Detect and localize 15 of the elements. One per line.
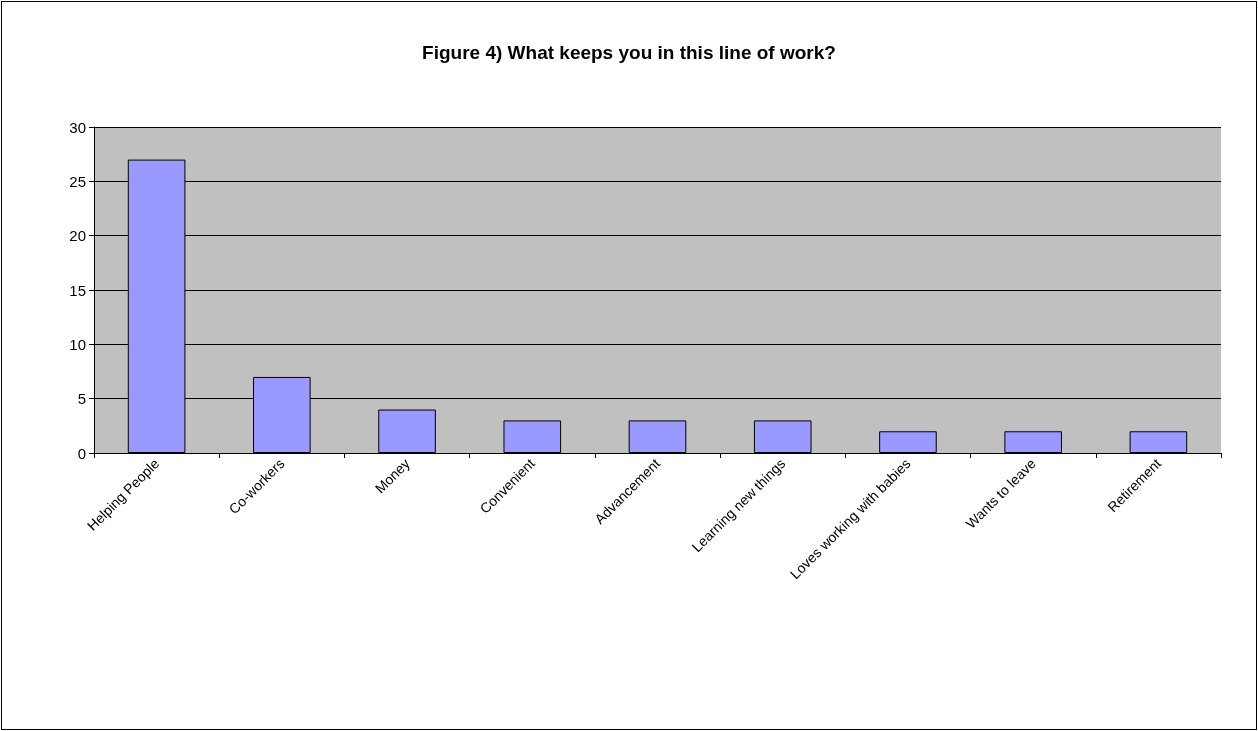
y-tick-label: 10: [69, 335, 86, 353]
bar: [1129, 431, 1188, 453]
chart-title: Figure 4) What keeps you in this line of work?: [422, 42, 836, 63]
bar: [503, 420, 562, 453]
bar: [378, 409, 436, 453]
y-tick-label: 15: [69, 281, 86, 299]
y-tick-label: 30: [69, 118, 86, 136]
y-tick-label: 25: [69, 172, 86, 190]
y-tick-label: 0: [77, 444, 86, 462]
bar: [1004, 431, 1062, 453]
bar: [628, 420, 687, 453]
bar: [753, 420, 812, 453]
bar: [879, 431, 937, 453]
y-tick-label: 5: [77, 390, 86, 408]
y-tick-label: 20: [69, 227, 86, 245]
